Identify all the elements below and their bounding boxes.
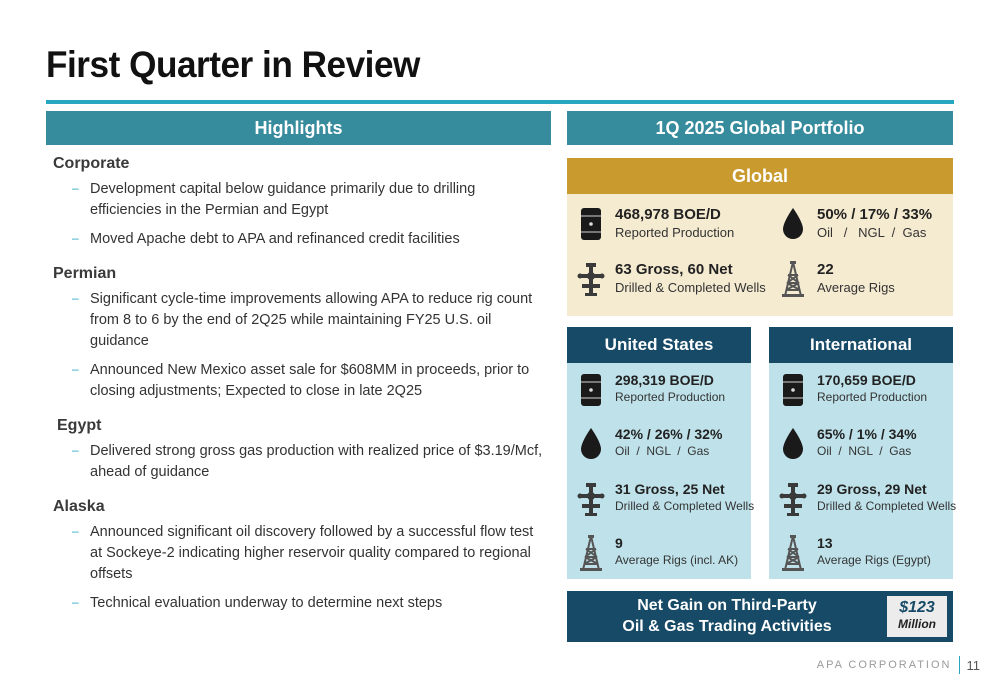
intl-wells-stat: 29 Gross, 29 Net Drilled & Completed Well… [779,481,956,517]
rig-icon [779,535,807,571]
highlight-section-alaska: Alaska – Announced significant oil discov… [53,498,548,614]
bullet-text: Announced New Mexico asset sale for $608… [90,362,530,399]
highlight-section-egypt: Egypt – Delivered strong gross gas produc… [53,417,548,483]
us-rigs-stat: 9 Average Rigs (incl. AK) [577,535,738,571]
section-heading: Egypt [57,417,102,434]
page-number: 11 [966,657,981,673]
stat-label: Average Rigs (Egypt) [817,553,931,567]
bullet-text: Development capital below guidance prima… [90,181,476,218]
stat-value: 22 [817,261,834,278]
dash-icon: – [72,231,79,245]
stat-value: 50% / 17% / 33% [817,206,933,223]
highlights-header: Highlights [46,111,551,145]
international-header: International [769,327,953,363]
portfolio-header: 1Q 2025 Global Portfolio [567,111,953,145]
us-mix-stat: 42% / 26% / 32% Oil / NGL / Gas [577,426,722,462]
stat-value: 31 Gross, 25 Net [615,481,725,497]
global-mix-stat: 50% / 17% / 33% Oil / NGL / Gas [779,206,932,242]
bullet-item: – Announced significant oil discovery fol… [53,522,548,585]
bullet-text: Moved Apache debt to APA and refinanced … [90,231,460,247]
footer: APA CORPORATION 11 [817,656,980,674]
net-gain-label: Net Gain on Third-Party Oil & Gas Tradin… [567,595,887,637]
stat-value: 13 [817,535,833,551]
stat-value: 298,319 BOE/D [615,372,714,388]
stat-value: 170,659 BOE/D [817,372,916,388]
dash-icon: – [72,181,79,195]
footer-company: APA CORPORATION [816,659,952,671]
global-panel: 468,978 BOE/D Reported Production 50% / 1… [567,194,953,316]
bullet-item: – Technical evaluation underway to determ… [53,593,548,614]
stat-value: 63 Gross, 60 Net [615,261,733,278]
title-divider [46,100,954,104]
section-heading: Permian [53,265,117,282]
rig-icon [577,535,605,571]
stat-label: Drilled & Completed Wells [817,499,957,513]
stat-label: Oil / NGL / Gas [817,225,927,240]
net-gain-panel: Net Gain on Third-Party Oil & Gas Tradin… [567,591,953,642]
stat-label: Reported Production [615,390,726,404]
page-title: First Quarter in Review [46,44,420,85]
us-panel: 298,319 BOE/D Reported Production 42% / 2… [567,363,754,579]
stat-label: Reported Production [615,225,735,240]
global-production-stat: 468,978 BOE/D Reported Production [577,206,734,242]
bullet-text: Significant cycle-time improvements allo… [90,291,533,349]
bullet-item: – Significant cycle-time improvements all… [53,289,548,352]
bullet-text: Technical evaluation underway to determi… [90,595,443,611]
stat-label: Average Rigs (incl. AK) [615,553,739,567]
stat-value: 42% / 26% / 32% [615,426,723,442]
us-wells-stat: 31 Gross, 25 Net Drilled & Completed Well… [577,481,754,517]
dash-icon: – [72,362,79,376]
stat-label: Oil / NGL / Gas [817,444,912,458]
footer-divider [958,656,960,674]
net-gain-unit: Million [898,617,936,631]
oil-drop-icon [779,426,807,462]
dash-icon: – [72,595,79,609]
oil-drop-icon [577,426,605,462]
section-heading: Alaska [53,498,105,515]
rig-icon [779,261,807,297]
intl-rigs-stat: 13 Average Rigs (Egypt) [779,535,931,571]
global-rigs-stat: 22 Average Rigs [779,261,895,297]
net-gain-label-line1: Net Gain on Third-Party [637,597,817,614]
stat-label: Drilled & Completed Wells [615,499,755,513]
global-header: Global [567,158,953,194]
stat-label: Average Rigs [817,280,895,295]
dash-icon: – [72,524,79,538]
oil-drop-icon [779,206,807,242]
barrel-icon [577,372,605,408]
net-gain-label-line2: Oil & Gas Trading Activities [622,618,832,635]
barrel-icon [577,206,605,242]
stat-label: Reported Production [817,390,928,404]
stat-label: Oil / NGL / Gas [615,444,710,458]
section-heading: Corporate [53,155,130,172]
bullet-text: Delivered strong gross gas production wi… [90,443,543,480]
highlight-section-corporate: Corporate – Development capital below gui… [53,155,548,250]
wellhead-icon [577,481,605,517]
bullet-text: Announced significant oil discovery foll… [90,524,534,582]
intl-mix-stat: 65% / 1% / 34% Oil / NGL / Gas [779,426,917,462]
wellhead-icon [577,261,605,297]
bullet-item: – Development capital below guidance prim… [53,179,548,221]
stat-value: 65% / 1% / 34% [817,426,917,442]
dash-icon: – [72,291,79,305]
international-panel: 170,659 BOE/D Reported Production 65% / 1… [769,363,956,579]
us-production-stat: 298,319 BOE/D Reported Production [577,372,725,408]
wellhead-icon [779,481,807,517]
stat-value: 468,978 BOE/D [615,206,721,223]
global-wells-stat: 63 Gross, 60 Net Drilled & Completed Well… [577,261,766,297]
us-header: United States [567,327,751,363]
bullet-item: – Announced New Mexico asset sale for $60… [53,360,548,402]
stat-label: Drilled & Completed Wells [615,280,766,295]
stat-value: 29 Gross, 29 Net [817,481,927,497]
highlights-list: Corporate – Development capital below gui… [53,155,548,629]
stat-value: 9 [615,535,623,551]
bullet-item: – Delivered strong gross gas production w… [53,441,548,483]
net-gain-value: $123 [899,599,935,616]
barrel-icon [779,372,807,408]
bullet-item: – Moved Apache debt to APA and refinanced… [53,229,548,250]
dash-icon: – [72,443,79,457]
highlight-section-permian: Permian – Significant cycle-time improvem… [53,265,548,402]
net-gain-value-box: $123 Million [887,596,947,637]
intl-production-stat: 170,659 BOE/D Reported Production [779,372,927,408]
